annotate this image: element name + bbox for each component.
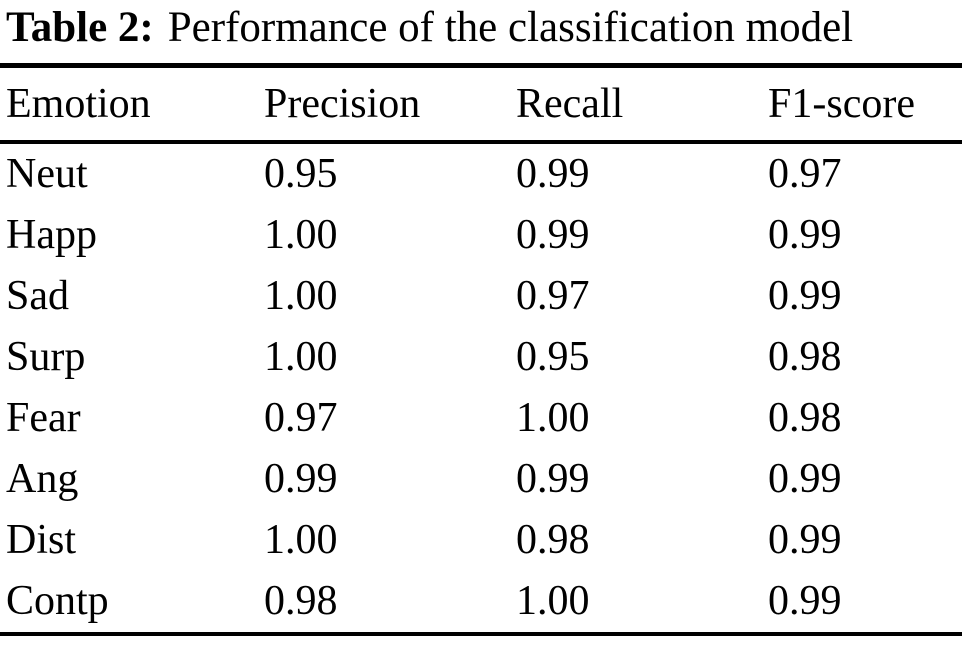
cell-f1-score: 0.99 xyxy=(768,517,842,563)
header-cell-f1-score: F1-score xyxy=(768,65,962,144)
row-label: Ang xyxy=(6,456,79,502)
cell-recall: 1.00 xyxy=(516,578,590,624)
row-label: Sad xyxy=(6,273,69,319)
cell-recall: 0.97 xyxy=(516,273,590,319)
cell-recall: 0.98 xyxy=(516,517,590,563)
table-row: Ang 0.99 0.99 0.99 xyxy=(0,449,962,510)
cell-f1-score: 0.97 xyxy=(768,151,842,197)
table-row: Fear 0.97 1.00 0.98 xyxy=(0,388,962,449)
table-caption-label: Table 2: xyxy=(6,4,154,51)
table-row: Surp 1.00 0.95 0.98 xyxy=(0,327,962,388)
cell-f1-score: 0.99 xyxy=(768,273,842,319)
table-row: Happ 1.00 0.99 0.99 xyxy=(0,205,962,266)
cell-f1-score: 0.98 xyxy=(768,334,842,380)
cell-precision: 0.98 xyxy=(264,578,338,624)
row-label: Surp xyxy=(6,334,86,380)
cell-precision: 0.99 xyxy=(264,456,338,502)
cell-recall: 1.00 xyxy=(516,395,590,441)
table-row: Sad 1.00 0.97 0.99 xyxy=(0,266,962,327)
cell-f1-score: 0.99 xyxy=(768,456,842,502)
header-row: Emotion Precision Recall F1-score xyxy=(0,65,962,144)
header-cell-emotion: Emotion xyxy=(0,65,264,144)
table-row: Neut 0.95 0.99 0.97 xyxy=(0,142,962,205)
cell-precision: 0.95 xyxy=(264,151,338,197)
row-label: Happ xyxy=(6,212,97,258)
cell-precision: 1.00 xyxy=(264,273,338,319)
row-label: Dist xyxy=(6,517,77,563)
cell-f1-score: 0.99 xyxy=(768,212,842,258)
results-table: Emotion Precision Recall F1-score Neut 0… xyxy=(0,63,962,636)
cell-recall: 0.99 xyxy=(516,212,590,258)
table-row: Dist 1.00 0.98 0.99 xyxy=(0,510,962,571)
cell-precision: 1.00 xyxy=(264,517,338,563)
row-label: Neut xyxy=(6,151,88,197)
table-row: Contp 0.98 1.00 0.99 xyxy=(0,571,962,634)
table-caption: Table 2: Performance of the classificatio… xyxy=(0,0,962,56)
row-label: Fear xyxy=(6,395,81,441)
cell-precision: 1.00 xyxy=(264,334,338,380)
cell-f1-score: 0.98 xyxy=(768,395,842,441)
header-cell-precision: Precision xyxy=(264,65,516,144)
cell-precision: 0.97 xyxy=(264,395,338,441)
table-caption-text: Performance of the classification model xyxy=(167,4,854,51)
cell-recall: 0.99 xyxy=(516,456,590,502)
row-label: Contp xyxy=(6,578,109,624)
cell-f1-score: 0.99 xyxy=(768,578,842,624)
cell-precision: 1.00 xyxy=(264,212,338,258)
cell-recall: 0.99 xyxy=(516,151,590,197)
cell-recall: 0.95 xyxy=(516,334,590,380)
header-cell-recall: Recall xyxy=(516,65,768,144)
